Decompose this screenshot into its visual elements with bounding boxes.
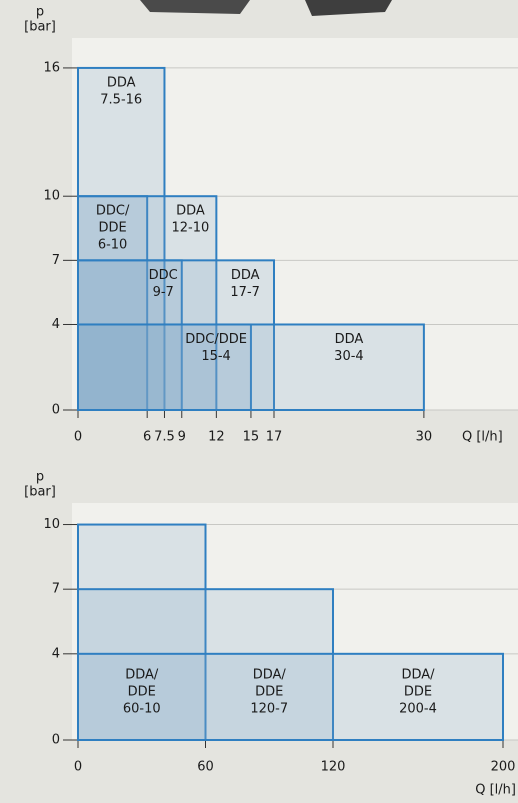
x-axis-label: Q [l/h] bbox=[462, 430, 503, 445]
y-axis-label: [bar] bbox=[24, 20, 56, 35]
range-label: DDC/ bbox=[96, 204, 130, 219]
range-label: DDC bbox=[149, 268, 178, 283]
range-box bbox=[77, 588, 334, 741]
x-tick-label: 30 bbox=[416, 430, 433, 445]
y-tick-label: 4 bbox=[52, 646, 60, 661]
range-box bbox=[77, 323, 425, 411]
x-tick-label: 9 bbox=[178, 430, 186, 445]
range-label: DDA/ bbox=[125, 668, 159, 683]
range-box bbox=[77, 259, 183, 411]
range-label: DDE bbox=[255, 685, 283, 700]
range-label: DDE bbox=[98, 221, 126, 236]
x-tick-label: 17 bbox=[266, 430, 283, 445]
y-axis-label: p bbox=[36, 5, 44, 20]
range-label: DDA bbox=[335, 332, 364, 347]
y-tick-label: 10 bbox=[43, 189, 60, 204]
range-label: 12-10 bbox=[172, 221, 210, 236]
range-box bbox=[77, 66, 166, 412]
range-label: DDE bbox=[128, 685, 156, 700]
range-label: DDA bbox=[231, 268, 260, 283]
photo-fragment bbox=[140, 0, 250, 14]
x-axis-label: Q [l/h] bbox=[475, 783, 516, 798]
range-box bbox=[77, 259, 275, 411]
range-label: 30-4 bbox=[334, 349, 364, 364]
range-label: 7.5-16 bbox=[100, 92, 142, 107]
range-label: 60-10 bbox=[123, 702, 161, 717]
plot-area bbox=[72, 503, 518, 740]
x-tick-label: 0 bbox=[74, 430, 82, 445]
x-tick-label: 0 bbox=[74, 760, 82, 775]
range-label: DDC/DDE bbox=[185, 332, 247, 347]
y-tick-label: 0 bbox=[52, 403, 60, 418]
x-tick-label: 60 bbox=[197, 760, 214, 775]
range-box bbox=[77, 523, 207, 742]
x-tick-label: 15 bbox=[243, 430, 260, 445]
range-label: 15-4 bbox=[201, 349, 231, 364]
range-label: 17-7 bbox=[230, 285, 260, 300]
x-tick-label: 7.5 bbox=[154, 430, 175, 445]
y-tick-label: 4 bbox=[52, 317, 60, 332]
y-tick-label: 16 bbox=[43, 60, 60, 75]
range-label: DDA/ bbox=[401, 668, 435, 683]
y-axis-label: p bbox=[36, 470, 44, 485]
range-label: 200-4 bbox=[399, 702, 437, 717]
y-tick-label: 7 bbox=[52, 253, 60, 268]
range-label: 9-7 bbox=[153, 285, 174, 300]
y-tick-label: 10 bbox=[43, 517, 60, 532]
range-label: DDA/ bbox=[253, 668, 287, 683]
range-label: DDA bbox=[176, 204, 205, 219]
photo-fragment bbox=[305, 0, 392, 16]
y-axis-label: [bar] bbox=[24, 485, 56, 500]
range-box bbox=[77, 652, 504, 741]
x-tick-label: 12 bbox=[208, 430, 225, 445]
range-box bbox=[77, 195, 149, 411]
range-label: DDA bbox=[107, 75, 136, 90]
x-tick-label: 120 bbox=[321, 760, 346, 775]
range-label: DDE bbox=[404, 685, 432, 700]
y-tick-label: 7 bbox=[52, 582, 60, 597]
x-tick-label: 200 bbox=[491, 760, 516, 775]
x-tick-label: 6 bbox=[143, 430, 151, 445]
y-tick-label: 0 bbox=[52, 733, 60, 748]
range-box bbox=[77, 195, 218, 411]
range-label: 120-7 bbox=[250, 702, 288, 717]
range-label: 6-10 bbox=[98, 238, 128, 253]
